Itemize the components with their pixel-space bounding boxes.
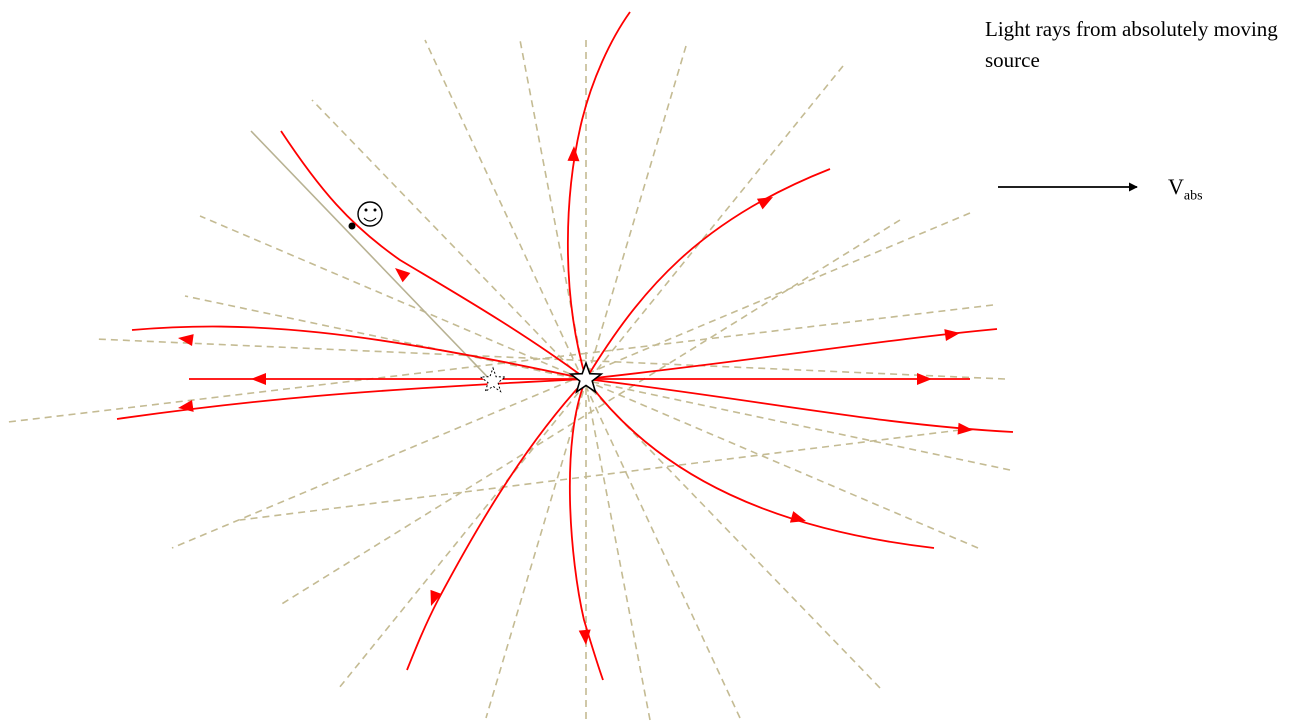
- light-ray: [585, 378, 935, 549]
- ray-arrowhead: [251, 373, 266, 385]
- light-ray: [116, 378, 587, 420]
- light-ray: [568, 378, 604, 681]
- reference-line: [519, 39, 651, 721]
- ray-arrowhead: [178, 334, 194, 347]
- ray-arrowhead: [789, 511, 806, 523]
- observer-dot: [348, 222, 356, 230]
- light-ray: [585, 168, 831, 380]
- light-ray: [280, 130, 587, 380]
- sight-line: [250, 130, 501, 391]
- reference-line: [239, 429, 961, 521]
- reference-line: [311, 99, 881, 689]
- ray-arrowhead: [578, 629, 591, 645]
- light-ray: [585, 328, 998, 380]
- velocity-label: Vabs: [1168, 174, 1203, 204]
- dotted-star-icon: [479, 366, 507, 393]
- light-ray: [131, 325, 587, 380]
- ray-arrowhead: [917, 373, 932, 385]
- ray-arrowhead: [957, 422, 973, 435]
- ray-arrowheads: [178, 146, 973, 645]
- light-rays: [116, 11, 1014, 681]
- star-icon: [568, 360, 604, 394]
- reference-line: [279, 219, 901, 606]
- velocity-symbol: V: [1168, 174, 1184, 199]
- reference-line: [7, 304, 994, 423]
- ray-arrowhead: [756, 197, 773, 210]
- ray-arrowhead: [944, 329, 960, 342]
- smiley-icon: [348, 201, 383, 230]
- ray-arrowhead: [567, 146, 580, 162]
- reference-line: [94, 338, 1006, 380]
- light-ray: [406, 378, 587, 671]
- light-ray: [585, 378, 1014, 433]
- ray-arrowhead: [430, 589, 442, 606]
- ray-arrowhead: [178, 399, 194, 412]
- ray-arrowhead: [395, 268, 411, 283]
- radial-reference-lines: [7, 39, 1011, 721]
- light-ray: [567, 11, 631, 380]
- caption: Light rays from absolutely moving source: [985, 17, 1278, 72]
- velocity-subscript: abs: [1183, 188, 1203, 204]
- reference-line: [184, 295, 1011, 471]
